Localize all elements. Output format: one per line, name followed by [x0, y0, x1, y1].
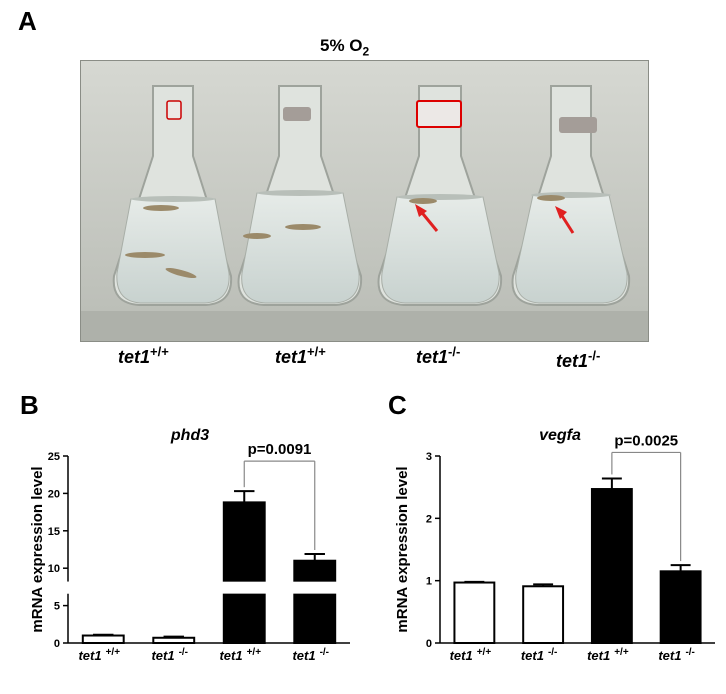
category-label: tet1 +/+: [78, 647, 120, 663]
category-label: tet1 -/-: [151, 647, 188, 663]
panel-c-label: C: [388, 390, 407, 420]
category-gene: tet1: [78, 648, 101, 663]
fish: [143, 205, 179, 211]
flask-1: [112, 85, 233, 306]
category-label: tet1 +/+: [219, 647, 261, 663]
category-allele: -/-: [548, 647, 557, 658]
genotype-name: tet1: [118, 347, 151, 367]
category-label: tet1 +/+: [587, 647, 629, 663]
genotype-label-3: tet1-/-: [416, 344, 460, 368]
flask-3: [377, 85, 503, 306]
y-tick-label: 15: [48, 526, 60, 538]
bar: [659, 570, 702, 644]
genotype-allele: -/-: [448, 344, 461, 359]
bar: [522, 585, 565, 645]
p-value-label: p=0.0025: [614, 432, 678, 449]
flask-4: [511, 85, 631, 306]
condition-subscript: 2: [362, 44, 370, 59]
y-tick-label: 0: [426, 638, 432, 650]
category-gene: tet1: [292, 648, 315, 663]
category-allele: -/-: [685, 647, 694, 658]
bar: [222, 501, 266, 644]
category-label: tet1 -/-: [521, 647, 558, 663]
y-tick-label: 0: [54, 638, 60, 650]
category-gene: tet1: [450, 648, 473, 663]
y-tick-label: 25: [48, 451, 60, 463]
bar: [81, 634, 125, 645]
bar: [590, 488, 633, 644]
fish: [285, 224, 321, 230]
category-allele: -/-: [179, 647, 188, 658]
y-axis-label: mRNA expression level: [29, 466, 46, 632]
category-allele: -/-: [320, 647, 329, 658]
y-tick-label: 20: [48, 488, 60, 500]
fish: [125, 252, 165, 258]
bar: [453, 581, 496, 644]
chart-title: phd3: [170, 427, 209, 444]
category-gene: tet1: [587, 648, 610, 663]
category-allele: +/+: [477, 647, 492, 658]
genotype-allele: +/+: [307, 344, 326, 359]
genotype-label-2: tet1+/+: [275, 344, 326, 368]
category-gene: tet1: [151, 648, 174, 663]
y-tick-label: 10: [48, 563, 60, 575]
category-allele: +/+: [247, 647, 262, 658]
category-gene: tet1: [521, 648, 544, 663]
fish: [537, 195, 565, 201]
genotype-label-1: tet1+/+: [118, 344, 169, 368]
p-value-label: p=0.0091: [248, 441, 312, 458]
fish: [409, 198, 437, 204]
bar: [293, 559, 337, 644]
fish: [243, 233, 271, 239]
axis-break-gap: [60, 581, 354, 594]
condition-text: 5% O: [320, 36, 363, 55]
category-gene: tet1: [658, 648, 681, 663]
category-label: tet1 +/+: [450, 647, 492, 663]
genotype-label-4: tet1-/-: [556, 348, 600, 372]
y-tick-label: 2: [426, 513, 432, 525]
category-allele: +/+: [106, 647, 121, 658]
genotype-allele: -/-: [588, 348, 601, 363]
genotype-name: tet1: [556, 351, 589, 371]
flask-2: [237, 85, 363, 306]
y-axis-label: mRNA expression level: [394, 466, 411, 632]
genotype-allele: +/+: [150, 344, 169, 359]
y-tick-label: 5: [54, 601, 60, 613]
category-label: tet1 -/-: [292, 647, 329, 663]
flask-photo: [80, 60, 649, 342]
y-tick-label: 3: [426, 451, 432, 463]
oxygen-condition-title: 5% O2: [320, 36, 369, 58]
category-allele: +/+: [614, 647, 629, 658]
panel-a-label: A: [18, 6, 37, 36]
genotype-name: tet1: [275, 347, 308, 367]
category-gene: tet1: [219, 648, 242, 663]
bar: [152, 636, 196, 645]
panel-b-label: B: [20, 390, 39, 420]
phd3-bar-chart: phd3 mRNA expression level 0 5 10 15 20 25 tet1 +…: [29, 427, 354, 663]
y-tick-label: 1: [426, 576, 432, 588]
genotype-name: tet1: [416, 347, 449, 367]
chart-title: vegfa: [539, 427, 581, 444]
table-surface: [81, 311, 648, 341]
flask-illustration: [81, 61, 648, 341]
fish: [165, 267, 197, 279]
category-label: tet1 -/-: [658, 647, 695, 663]
